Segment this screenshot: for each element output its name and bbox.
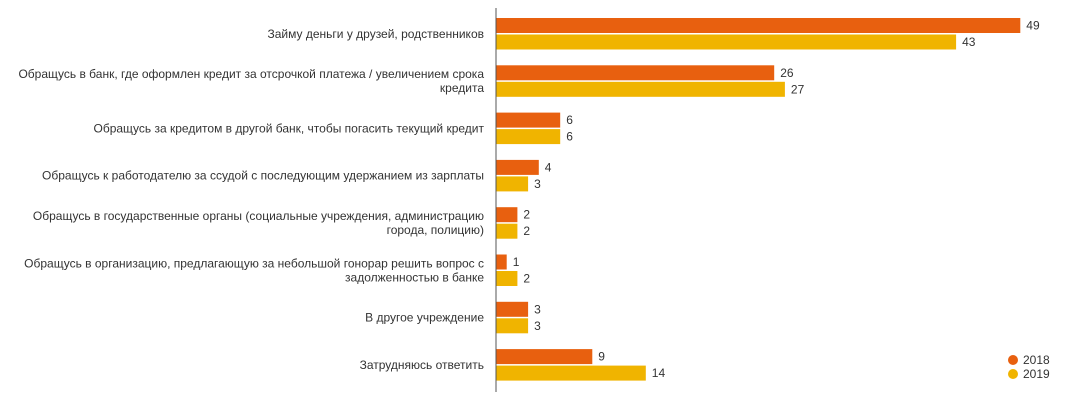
data-label-2018: 49: [1026, 19, 1040, 33]
category-label-line: Обращусь за кредитом в другой банк, чтоб…: [93, 121, 484, 135]
bar-2018: [496, 112, 561, 128]
labels-layer: Займу деньги у друзей, родственников4943…: [18, 19, 1040, 381]
data-label-2019: 43: [962, 35, 976, 49]
data-label-2019: 14: [652, 366, 666, 380]
category-label: Обращусь в государственные органы (социа…: [33, 209, 484, 237]
data-label-2018: 26: [780, 66, 794, 80]
data-label-2018: 4: [545, 160, 552, 174]
category-label-line: Обращусь к работодателю за ссудой с посл…: [42, 169, 484, 183]
data-label-2018: 1: [513, 255, 520, 269]
data-label-2018: 9: [598, 350, 605, 364]
bar-2019: [496, 365, 646, 381]
category-label-line: В другое учреждение: [365, 311, 484, 325]
bar-2019: [496, 271, 518, 286]
legend-marker-2019: [1008, 369, 1018, 379]
category-label: Затрудняюсь ответить: [360, 358, 484, 372]
category-label-line: города, полицию): [387, 223, 484, 237]
category-label-line: Затрудняюсь ответить: [360, 358, 484, 372]
category-label-line: Обращусь в государственные органы (социа…: [33, 209, 484, 223]
data-label-2018: 3: [534, 302, 541, 316]
bar-2018: [496, 159, 539, 175]
data-label-2019: 2: [523, 224, 530, 238]
data-label-2019: 3: [534, 177, 541, 191]
category-label-line: кредита: [440, 81, 484, 95]
bar-2019: [496, 129, 561, 145]
bar-2018: [496, 349, 593, 365]
legend-label-2018: 2018: [1023, 353, 1050, 367]
category-label: Обращусь в банк, где оформлен кредит за …: [18, 67, 484, 95]
category-label-line: задолженностью в банке: [345, 270, 484, 284]
category-label: Займу деньги у друзей, родственников: [268, 27, 485, 41]
bar-2018: [496, 254, 507, 270]
legend-marker-2018: [1008, 355, 1018, 365]
data-label-2019: 27: [791, 82, 805, 96]
data-label-2018: 6: [566, 113, 573, 127]
data-label-2019: 3: [534, 319, 541, 333]
legend-label-2019: 2019: [1023, 367, 1050, 381]
category-label-line: Обращусь в банк, где оформлен кредит за …: [18, 67, 484, 81]
bar-2018: [496, 207, 518, 223]
bar-2019: [496, 34, 957, 50]
data-label-2018: 2: [523, 208, 530, 222]
bar-2018: [496, 18, 1021, 33]
category-label: Обращусь за кредитом в другой банк, чтоб…: [93, 121, 484, 135]
data-label-2019: 2: [523, 272, 530, 286]
bar-2018: [496, 65, 775, 81]
bars-layer: [496, 18, 1021, 381]
bar-2019: [496, 318, 529, 334]
category-label: Обращусь в организацию, предлагающую за …: [24, 256, 484, 284]
category-label-line: Займу деньги у друзей, родственников: [268, 27, 485, 41]
bar-2019: [496, 223, 518, 239]
category-label-line: Обращусь в организацию, предлагающую за …: [24, 256, 484, 270]
bar-2019: [496, 81, 785, 97]
bar-2018: [496, 301, 529, 317]
data-label-2019: 6: [566, 130, 573, 144]
category-label: В другое учреждение: [365, 311, 484, 325]
bar-2019: [496, 176, 529, 192]
category-label: Обращусь к работодателю за ссудой с посл…: [42, 169, 484, 183]
